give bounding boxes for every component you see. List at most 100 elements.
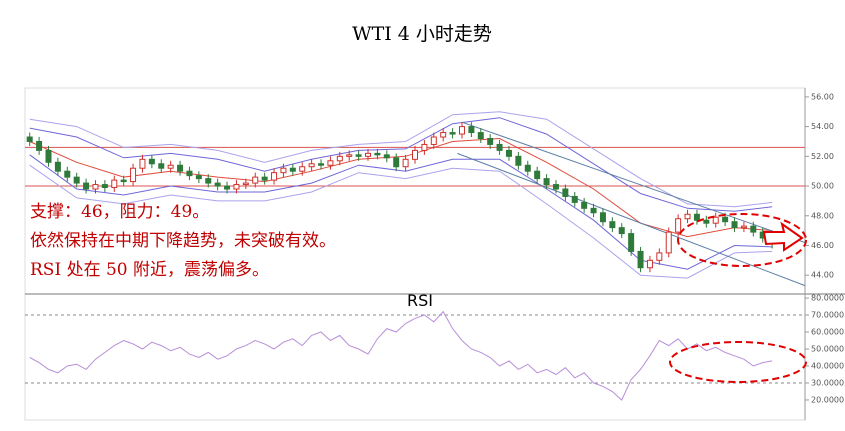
candle-body — [618, 227, 625, 235]
candle-body — [365, 152, 372, 157]
candle-body — [45, 149, 52, 163]
candle-body — [224, 185, 231, 190]
candle-body — [73, 176, 80, 184]
candle-body — [205, 178, 212, 184]
candle-body — [449, 132, 456, 135]
candle-body — [646, 259, 653, 269]
candle-body — [477, 132, 484, 140]
candle-body — [412, 149, 418, 160]
candle-body — [289, 167, 296, 172]
overlay-line — [29, 117, 773, 212]
y-tick-label: 50.0000 — [811, 345, 844, 354]
candle-body — [505, 149, 512, 157]
candle-body — [177, 164, 184, 172]
annotation: 依然保持在中期下降趋势，未突破有效。 — [30, 231, 336, 251]
candle-body — [186, 170, 193, 177]
candle-body — [675, 218, 682, 233]
overlay-line — [29, 111, 773, 208]
candle-body — [402, 158, 409, 168]
candle-body — [167, 164, 174, 169]
candle-body — [552, 184, 559, 190]
plot-frame — [24, 87, 806, 421]
candle-body — [148, 158, 155, 165]
candle-body — [468, 126, 475, 134]
candle-body — [92, 184, 99, 190]
candle-body — [346, 154, 353, 157]
annotation: RSI 处在 50 附近，震荡偏多。 — [30, 260, 269, 280]
candle-body — [158, 163, 165, 169]
candle-body — [327, 160, 334, 166]
candle-body — [393, 157, 400, 168]
y-tick-label: 50.00 — [811, 182, 834, 191]
candle-body — [487, 138, 494, 145]
candle-body — [111, 179, 118, 189]
candle-body — [261, 176, 268, 181]
candle-body — [656, 252, 663, 261]
candle-body — [233, 184, 240, 190]
candle-body — [515, 155, 522, 166]
candle-body — [731, 221, 738, 229]
rsi-line — [29, 310, 773, 401]
candle-body — [496, 143, 503, 151]
arrow — [762, 221, 804, 252]
candle-body — [543, 178, 550, 186]
candle-body — [599, 212, 606, 223]
candle-body — [750, 225, 757, 233]
highlight-ellipse — [669, 341, 807, 383]
candle-body — [54, 161, 61, 172]
candle-body — [374, 152, 381, 156]
candle-body — [318, 163, 325, 166]
candle-body — [383, 154, 390, 159]
annotation: 支撑：46，阻力：49。 — [30, 202, 209, 222]
y-tick-label: 54.00 — [811, 122, 834, 131]
candle-body — [299, 166, 306, 172]
y-tick-label: 44.00 — [811, 271, 834, 280]
rsi-title: RSI — [407, 291, 433, 310]
candle-body — [64, 170, 71, 178]
y-tick-label: 20.0000 — [811, 395, 844, 404]
y-tick-label: 52.00 — [811, 152, 834, 161]
overlay-line — [29, 164, 773, 279]
y-tick-label: 60.0000 — [811, 328, 844, 337]
candle-body — [524, 164, 531, 172]
candle-body — [355, 154, 362, 157]
candle-body — [83, 182, 90, 190]
candle-body — [336, 155, 343, 162]
candle-body — [581, 201, 588, 209]
candle-body — [740, 225, 747, 229]
candle-body — [628, 233, 635, 252]
candle-body — [609, 221, 616, 229]
y-tick-label: 46.00 — [811, 241, 834, 250]
candle-body — [458, 126, 465, 135]
candle-body — [703, 219, 710, 224]
candle-body — [712, 216, 719, 224]
candle-body — [637, 250, 644, 269]
candle-body — [280, 167, 287, 174]
candle-body — [430, 136, 437, 145]
candle-body — [195, 175, 202, 180]
candle-body — [684, 213, 691, 220]
chart-title: WTI 4 小时走势 — [352, 23, 492, 45]
y-tick-label: 80.0000 — [811, 294, 844, 303]
candle-body — [665, 231, 672, 254]
candle-body — [590, 207, 597, 214]
overlay-line — [29, 154, 773, 270]
candle-body — [440, 132, 447, 138]
candle-body — [214, 182, 221, 187]
trend-line — [457, 152, 806, 287]
candle-body — [562, 188, 569, 197]
trend-line — [461, 121, 806, 243]
y-tick-label: 48.00 — [811, 211, 834, 220]
candle-body — [308, 163, 315, 168]
candle-body — [571, 195, 578, 203]
marks: 44.00 46.00 48.00 50.00 52.00 54.00 56.00 20.00… — [25, 92, 844, 404]
candle-body — [36, 140, 43, 151]
candle-body — [139, 158, 146, 169]
y-tick-label: 30.0000 — [811, 378, 844, 387]
candle-body — [130, 167, 137, 183]
candle-body — [722, 216, 729, 223]
candle-body — [693, 213, 700, 221]
candle-body — [421, 143, 428, 151]
candle-body — [252, 176, 259, 184]
